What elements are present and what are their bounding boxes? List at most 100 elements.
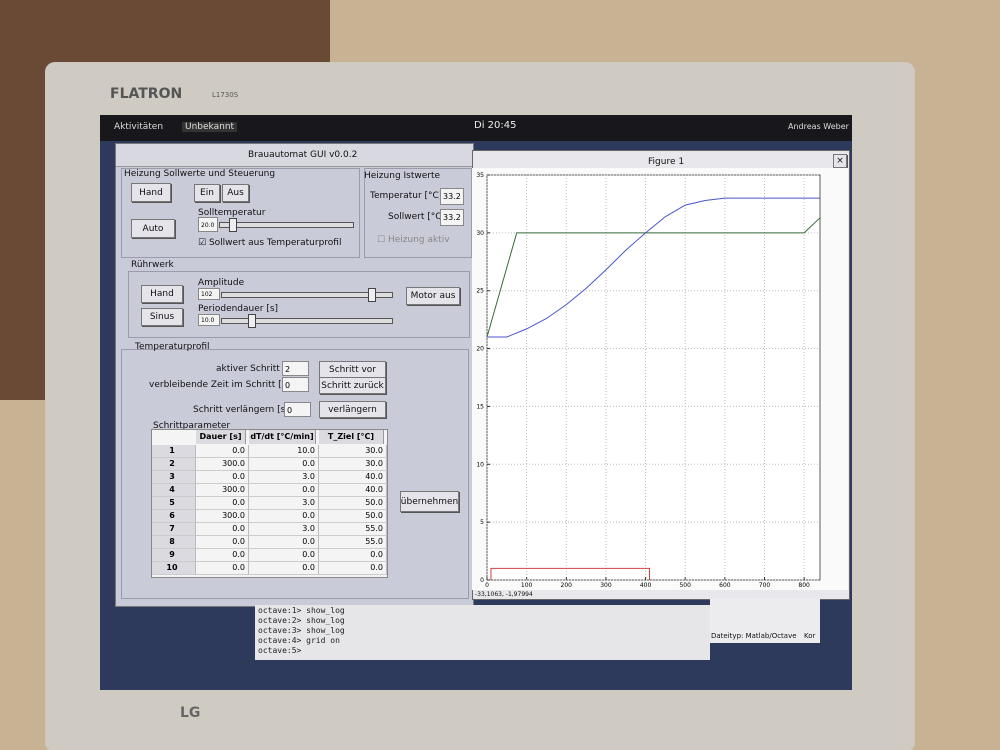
- next-button[interactable]: Schritt vor: [319, 361, 386, 378]
- parameter-table[interactable]: Dauer [s] dT/dt [°C/min] T_Ziel [°C] 1 0.0 10…: [151, 429, 388, 578]
- y-tick-label: 25: [476, 288, 484, 295]
- terminal-line: octave:5>: [258, 646, 307, 655]
- editor-status: Dateityp: Matlab/Octave Kor: [710, 598, 820, 643]
- table-cell: 0.0: [249, 484, 319, 497]
- user[interactable]: Andreas Weber: [788, 122, 849, 131]
- terminal-line: octave:4> grid on: [258, 636, 340, 645]
- y-tick-label: 15: [476, 403, 484, 410]
- gui-window: Brauautomat GUI v0.0.2 Heizung Sollwerte…: [115, 143, 474, 607]
- panel: [121, 168, 360, 258]
- table-cell: 50.0: [319, 497, 387, 510]
- table-cell: 0.0: [196, 471, 249, 484]
- terminal: octave:1> show_log octave:2> show_log octa…: [255, 605, 710, 660]
- close-button[interactable]: ×: [833, 154, 847, 168]
- label: Temperatur [°C]: [370, 191, 443, 201]
- slider-label: Periodendauer [s]: [198, 304, 279, 314]
- model: L1730S: [212, 91, 239, 99]
- slider-value: 20.0: [198, 217, 218, 232]
- column-header: Dauer [s]: [196, 430, 246, 444]
- row-header: 1: [152, 445, 196, 458]
- table-cell: 300.0: [196, 458, 249, 471]
- table-cell: 300.0: [196, 484, 249, 497]
- label: verbleibende Zeit im Schritt [s]: [149, 380, 290, 390]
- panel: [128, 271, 470, 338]
- table-cell: 50.0: [319, 510, 387, 523]
- terminal-line: octave:3> show_log: [258, 626, 345, 635]
- x-tick-label: 400: [640, 582, 652, 589]
- label: Sollwert [°C]: [388, 212, 446, 222]
- table-cell: 300.0: [196, 510, 249, 523]
- row-header: 2: [152, 458, 196, 471]
- extend-button[interactable]: verlängern: [319, 401, 386, 418]
- table-cell: 0.0: [319, 562, 387, 575]
- table-cell: 0.0: [249, 510, 319, 523]
- off-button[interactable]: Aus: [222, 184, 249, 202]
- panel: [121, 349, 469, 599]
- row-header: 3: [152, 471, 196, 484]
- table-cell: 0.0: [249, 536, 319, 549]
- top-bar: Aktivitäten Unbekannt Di 20:45 Andreas W…: [100, 115, 852, 141]
- brand: FLATRON: [110, 86, 183, 102]
- table-cell: 40.0: [319, 484, 387, 497]
- slider-value: 102: [198, 288, 220, 300]
- row-header: 9: [152, 549, 196, 562]
- slider-knob[interactable]: [368, 288, 376, 302]
- slider[interactable]: [221, 318, 393, 324]
- panel-title: Temperaturprofil: [135, 342, 210, 352]
- axes-box: [486, 174, 821, 581]
- x-tick-label: 300: [600, 582, 612, 589]
- y-tick-label: 0: [480, 577, 484, 584]
- slider[interactable]: [221, 292, 393, 298]
- checkbox: ☐ Heizung aktiv: [377, 235, 450, 245]
- terminal-line: octave:1> show_log: [258, 606, 345, 615]
- value-box[interactable]: 2: [282, 361, 309, 376]
- label: Schrittparameter: [153, 421, 231, 431]
- table-cell: 0.0: [249, 458, 319, 471]
- value-box[interactable]: 0: [282, 377, 309, 392]
- slider-knob[interactable]: [248, 314, 256, 328]
- checkbox-label: Heizung aktiv: [387, 235, 450, 245]
- row-header: 6: [152, 510, 196, 523]
- table-cell: 0.0: [196, 497, 249, 510]
- row-header: 4: [152, 484, 196, 497]
- table-cell: 0.0: [196, 536, 249, 549]
- value-box: 33.2: [440, 209, 464, 226]
- x-tick-label: 800: [798, 582, 810, 589]
- motor-button[interactable]: Motor aus: [406, 287, 460, 305]
- table-cell: 10.0: [249, 445, 319, 458]
- sinus-button[interactable]: Sinus: [141, 308, 183, 326]
- value-box: 33.2: [440, 188, 464, 205]
- activities[interactable]: Aktivitäten: [114, 122, 164, 132]
- checkbox[interactable]: ☑ Sollwert aus Temperaturprofil: [198, 238, 342, 248]
- slider[interactable]: [219, 222, 354, 228]
- label: Schritt verlängern [s]: [193, 405, 289, 415]
- label: aktiver Schritt: [216, 364, 280, 374]
- value-box[interactable]: 0: [284, 402, 311, 417]
- on-button[interactable]: Ein: [194, 184, 220, 202]
- panel-title: Heizung Sollwerte und Steuerung: [124, 169, 276, 179]
- table-cell: 40.0: [319, 471, 387, 484]
- logo: LG: [180, 705, 201, 721]
- column-header: T_Ziel [°C]: [319, 430, 384, 444]
- app-menu[interactable]: Unbekannt: [182, 122, 238, 132]
- prev-button[interactable]: Schritt zurück: [319, 377, 386, 394]
- slider-knob[interactable]: [229, 218, 237, 232]
- clock: Di 20:45: [474, 120, 517, 131]
- hand-button[interactable]: Hand: [141, 285, 183, 303]
- y-tick-label: 35: [476, 172, 484, 179]
- column-header: dT/dt [°C/min]: [249, 430, 316, 444]
- auto-button[interactable]: Auto: [131, 219, 175, 238]
- y-tick-label: 20: [476, 346, 484, 353]
- title-bar: [116, 144, 473, 167]
- x-tick-label: 0: [485, 582, 489, 589]
- plot: 0 100 200 300 400 500 600 700 800 0 5 10 15 20 25 30 35: [472, 168, 848, 590]
- filetype: Dateityp: Matlab/Octave: [711, 632, 797, 640]
- apply-button[interactable]: übernehmen: [400, 491, 459, 512]
- x-tick-label: 200: [561, 582, 573, 589]
- table-cell: 0.0: [196, 445, 249, 458]
- line-series: [490, 567, 651, 580]
- slider-label: Solltemperatur: [198, 208, 266, 218]
- row-header: 5: [152, 497, 196, 510]
- table-cell: 30.0: [319, 445, 387, 458]
- hand-button[interactable]: Hand: [131, 183, 171, 202]
